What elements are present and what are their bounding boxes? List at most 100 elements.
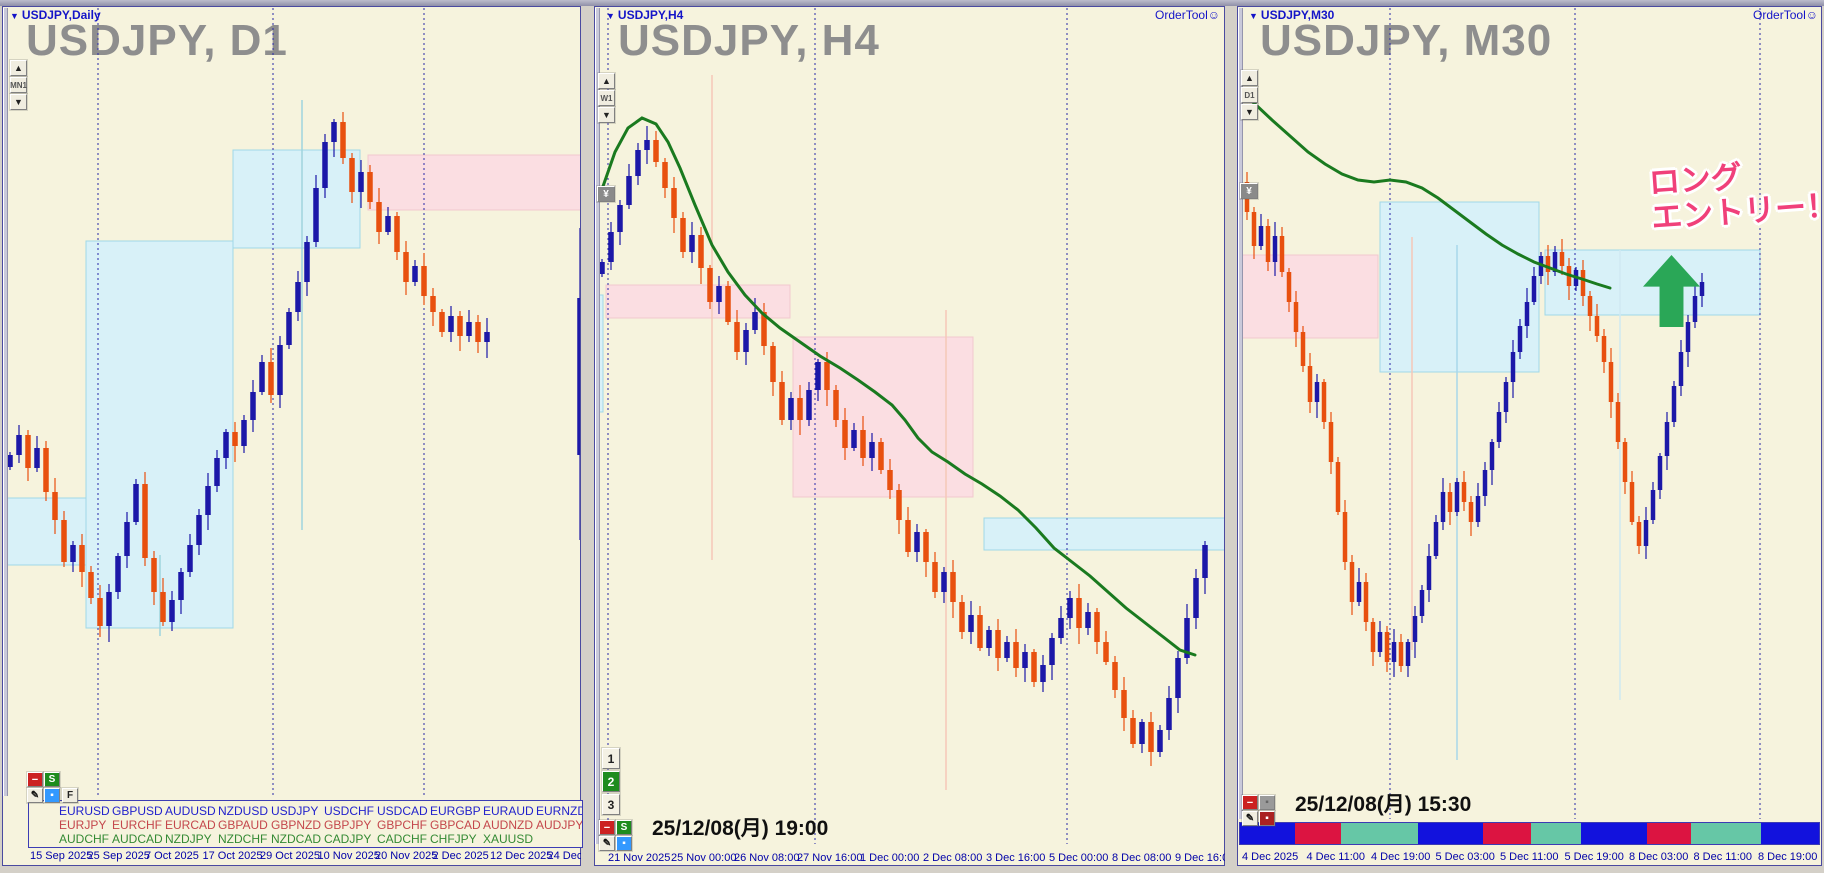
symbol-link-chfjpy[interactable]: CHFJPY [430, 832, 477, 846]
trend-segment [1691, 823, 1762, 844]
p2-time-axis[interactable]: 21 Nov 2025 25 Nov 00:00 26 Nov 08:00 27 No… [594, 851, 1225, 866]
p1-time-axis[interactable]: 15 Sep 2025 25 Sep 2025 7 Oct 2025 17 Oct 2… [2, 849, 581, 864]
axis-tick-label: 4 Dec 2025 [1242, 851, 1299, 863]
trend-segment [1240, 823, 1295, 844]
p3-yen-button[interactable]: ¥ [1240, 183, 1258, 199]
p3-time-axis[interactable]: 4 Dec 2025 4 Dec 11:00 4 Dec 19:00 5 Dec 03… [1237, 850, 1822, 865]
symbol-link-gbpjpy[interactable]: GBPJPY [324, 818, 372, 832]
symbol-link-audjpy[interactable]: AUDJPY [536, 818, 583, 832]
symbol-link-gbpchf[interactable]: GBPCHF [377, 818, 428, 832]
p2-pen-tool-button[interactable]: ✎ [599, 836, 615, 851]
symbol-link-nzdusd[interactable]: NZDUSD [218, 804, 268, 818]
p1-minus-button[interactable]: − [27, 772, 43, 787]
p1-plot [3, 8, 580, 796]
symbol-link-eurchf[interactable]: EURCHF [112, 818, 162, 832]
p2-timeframe-up-button[interactable]: ▲ [598, 73, 615, 89]
p1-timeframe-label-button[interactable]: MN1 [10, 77, 27, 93]
trend-segment [1580, 823, 1647, 844]
symbol-link-eurnzd[interactable]: EURNZD [536, 804, 583, 818]
symbol-link-gbpusd[interactable]: GBPUSD [112, 804, 163, 818]
p3-timeframe-label-button[interactable]: D1 [1241, 87, 1258, 103]
symbol-link-gbpcad[interactable]: GBPCAD [430, 818, 481, 832]
p3-moving-average [1238, 86, 1612, 290]
chart-panel-m30 [1237, 6, 1822, 866]
p1-sell-button[interactable]: S [44, 772, 60, 787]
p3-gray-button[interactable]: ▪ [1259, 795, 1275, 810]
symbol-link-eurcad[interactable]: EURCAD [165, 818, 216, 832]
p2-timeframe-label-button[interactable]: W1 [598, 90, 615, 106]
p2-plot [595, 8, 1224, 844]
p3-minus-button[interactable]: − [1242, 795, 1258, 810]
axis-tick-label: 4 Dec 11:00 [1306, 851, 1366, 863]
symbol-link-audusd[interactable]: AUDUSD [165, 804, 216, 818]
p2-preset-3-button[interactable]: 3 [602, 794, 620, 815]
axis-tick-label: 17 Oct 2025 [202, 850, 263, 862]
symbol-link-nzdcad[interactable]: NZDCAD [271, 832, 321, 846]
axis-tick-label: 8 Dec 08:00 [1112, 852, 1172, 864]
p1-timeframe-up-button[interactable]: ▲ [10, 60, 27, 76]
axis-tick-label: 21 Nov 2025 [608, 852, 671, 864]
d1-watermark: USDJPY, D1 [26, 16, 288, 65]
trend-segment [1483, 823, 1531, 844]
chevron-down-icon: ▼ [606, 11, 615, 21]
p1-pen-tool-button[interactable]: ✎ [27, 788, 43, 803]
axis-tick-label: 10 Nov 2025 [317, 850, 380, 862]
symbol-link-cadjpy[interactable]: CADJPY [324, 832, 372, 846]
symbol-link-audchf[interactable]: AUDCHF [59, 832, 109, 846]
symbol-link-cadchf[interactable]: CADCHF [377, 832, 427, 846]
symbol-link-xauusd[interactable]: XAUUSD [483, 832, 534, 846]
p3-timeframe-up-button[interactable]: ▲ [1241, 70, 1258, 86]
p2-preset-2-button[interactable]: 2 [602, 771, 620, 792]
symbol-switch-grid: EURUSD GBPUSD AUDUSD NZDUSD USDJPY USDCHF USDC… [28, 800, 583, 848]
long-entry-label: ロング エントリー！ [1647, 159, 1824, 236]
p3-pen-tool-button[interactable]: ✎ [1242, 811, 1258, 826]
p2-moving-average [598, 116, 1197, 657]
p2-preset-1-button[interactable]: 1 [602, 748, 620, 769]
symbol-link-nzdjpy[interactable]: NZDJPY [165, 832, 212, 846]
symbol-link-eurusd[interactable]: EURUSD [59, 804, 110, 818]
p2-timeframe-down-button[interactable]: ▼ [598, 107, 615, 123]
symbol-link-euraud[interactable]: EURAUD [483, 804, 534, 818]
symbol-link-usdchf[interactable]: USDCHF [324, 804, 374, 818]
p2-sell-button[interactable]: S [616, 820, 632, 835]
h4-ordertool-button[interactable]: OrderTool☺ [1155, 8, 1220, 22]
axis-tick-label: 27 Nov 16:00 [797, 852, 863, 864]
symbol-link-gbpaud[interactable]: GBPAUD [218, 818, 268, 832]
axis-tick-label: 26 Nov 08:00 [734, 852, 800, 864]
symbol-link-nzdchf[interactable]: NZDCHF [218, 832, 268, 846]
symbol-link-audcad[interactable]: AUDCAD [112, 832, 163, 846]
symbol-link-eurjpy[interactable]: EURJPY [59, 818, 107, 832]
m30-cursor-datetime: 25/12/08(月) 15:30 [1295, 793, 1472, 816]
d1-left-scrollbar[interactable] [3, 8, 8, 796]
symbol-link-usdjpy[interactable]: USDJPY [271, 804, 319, 818]
symbol-link-usdcad[interactable]: USDCAD [377, 804, 428, 818]
p3-plot [1238, 8, 1761, 819]
m30-symbol-dropdown[interactable]: ▼ USDJPY,M30 [1249, 8, 1335, 22]
p3-marker-button[interactable]: ▪ [1259, 811, 1275, 826]
p1-marker-button[interactable]: ▪ [44, 788, 60, 803]
axis-tick-label: 25 Sep 2025 [87, 850, 150, 862]
p2-minus-button[interactable]: − [599, 820, 615, 835]
p2-yen-button[interactable]: ¥ [597, 186, 615, 202]
axis-tick-label: 15 Sep 2025 [30, 850, 93, 862]
h4-symbol-dropdown[interactable]: ▼ USDJPY,H4 [606, 8, 684, 22]
m30-left-scrollbar[interactable] [1238, 8, 1243, 819]
symbol-link-gbpnzd[interactable]: GBPNZD [271, 818, 322, 832]
axis-tick-label: 2 Dec 2025 [432, 850, 489, 862]
h4-left-scrollbar[interactable] [595, 8, 600, 844]
axis-tick-label: 29 Oct 2025 [260, 850, 320, 862]
symbol-link-eurgbp[interactable]: EURGBP [430, 804, 481, 818]
d1-symbol-dropdown[interactable]: ▼ USDJPY,Daily [10, 8, 101, 22]
axis-tick-label: 3 Dec 16:00 [986, 852, 1046, 864]
axis-tick-label: 5 Dec 00:00 [1049, 852, 1109, 864]
p1-timeframe-down-button[interactable]: ▼ [10, 94, 27, 110]
p3-timeframe-down-button[interactable]: ▼ [1241, 104, 1258, 120]
p1-f-button[interactable]: F [62, 788, 78, 803]
axis-tick-label: 7 Oct 2025 [145, 850, 199, 862]
symbol-link-audnzd[interactable]: AUDNZD [483, 818, 533, 832]
chevron-down-icon: ▼ [1249, 11, 1258, 21]
p2-marker-button[interactable]: ▪ [616, 836, 632, 851]
m30-ordertool-button[interactable]: OrderTool☺ [1753, 8, 1818, 22]
